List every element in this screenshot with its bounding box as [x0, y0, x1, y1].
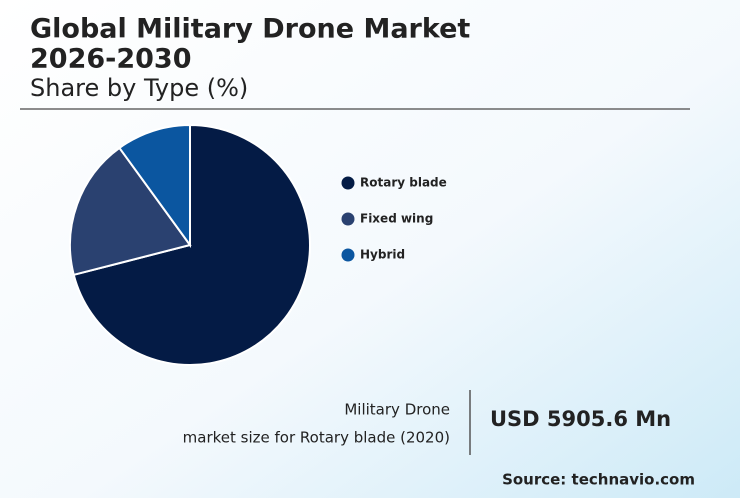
legend-marker: [341, 248, 355, 262]
pie-chart: Rotary blade Fixed wing Hybrid: [69, 123, 447, 366]
source: Source: technavio.com: [502, 471, 695, 489]
legend-label: Hybrid: [360, 248, 405, 262]
title-line: Global Military Drone Market: [30, 14, 470, 45]
pie-slice: [69, 146, 192, 277]
title-line: 2026-2030: [30, 44, 192, 75]
pie-slice: [118, 123, 191, 249]
legend-marker: [341, 212, 355, 226]
highlight-label: market size for Rotary blade (2020): [183, 429, 450, 447]
subtitle: Share by Type (%): [30, 74, 248, 102]
pie-slice: [72, 123, 311, 366]
legend-label: Fixed wing: [360, 212, 433, 226]
highlight-label: Military Drone: [344, 401, 450, 419]
legend-marker: [341, 176, 355, 190]
legend-label: Rotary blade: [360, 176, 447, 190]
highlight-value: USD 5905.6 Mn: [490, 407, 671, 431]
